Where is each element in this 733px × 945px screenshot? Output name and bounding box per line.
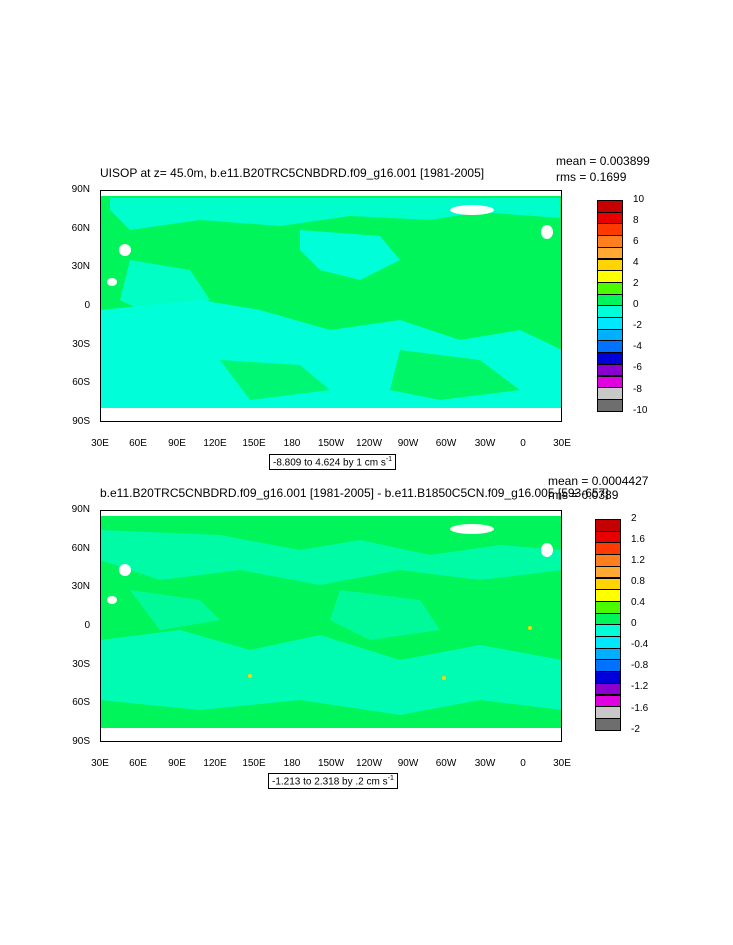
lat-label: 30N: [71, 581, 90, 592]
lon-label: 150W: [317, 438, 345, 449]
contour-info-box: -8.809 to 4.624 by 1 cm s-1: [269, 454, 397, 471]
colorbar-label: -6: [633, 362, 642, 374]
colorbar-label: -2: [631, 723, 640, 735]
rms-stat: rms = 0.0389: [548, 488, 619, 502]
map-frame: [100, 190, 562, 422]
lon-label: 60E: [129, 438, 147, 449]
lat-label: 30N: [71, 261, 90, 272]
lon-label: 90W: [397, 758, 419, 769]
colorbar-label: 4: [633, 257, 639, 269]
lon-label: 30E: [553, 758, 571, 769]
contour-info: -8.809 to 4.624 by 1 cm s: [273, 457, 386, 469]
colorbar-label: -1.2: [631, 681, 649, 693]
contour-info-box: -1.213 to 2.318 by .2 cm s-1: [268, 773, 398, 790]
lon-label: 30W: [474, 438, 496, 449]
colorbar-label: 1.6: [631, 534, 645, 546]
contour-info: -1.213 to 2.318 by .2 cm s: [272, 776, 388, 788]
lon-label: 120W: [355, 758, 383, 769]
rms-stat: rms = 0.1699: [556, 170, 627, 184]
colorbar-label: 10: [633, 194, 645, 205]
colorbar-label: -8: [633, 383, 642, 395]
colorbar-label: -0.8: [631, 660, 649, 672]
lat-label: 90S: [72, 416, 90, 427]
lon-label: 30E: [91, 758, 109, 769]
lon-label: 150W: [317, 758, 345, 769]
colorbar-swatch: [597, 398, 623, 412]
contour-info-unit: -1: [387, 775, 394, 782]
lat-label: 60N: [71, 543, 90, 554]
lon-label: 30W: [474, 758, 496, 769]
lon-label: 90W: [397, 438, 419, 449]
lat-label: 60N: [71, 223, 90, 234]
colorbar-swatch: [595, 717, 621, 731]
lat-label: 90S: [72, 736, 90, 747]
colorbar-label: 0: [631, 618, 637, 630]
lat-label: 0: [84, 300, 90, 311]
lat-label: 30S: [72, 659, 90, 670]
map-plot: [100, 510, 562, 742]
lat-label: 90N: [71, 184, 90, 195]
panel-title: b.e11.B20TRC5CNBDRD.f09_g16.001 [1981-20…: [100, 486, 609, 500]
lat-label: 30S: [72, 339, 90, 350]
lon-label: 60W: [435, 758, 457, 769]
lon-label: 120E: [203, 438, 227, 449]
colorbar-label: 1.2: [631, 555, 645, 567]
lon-label: 180: [283, 758, 301, 769]
panel-title: UISOP at z= 45.0m, b.e11.B20TRC5CNBDRD.f…: [100, 166, 485, 180]
lon-label: 120E: [203, 758, 227, 769]
lon-label: 180: [283, 438, 301, 449]
colorbar-label: 8: [633, 215, 639, 227]
colorbar-label: -0.4: [631, 639, 649, 651]
lon-label: 150E: [242, 758, 266, 769]
map-plot: [100, 190, 562, 422]
lon-label: 0: [520, 758, 526, 769]
colorbar-label: 2: [633, 278, 639, 290]
colorbar-label: -4: [633, 341, 642, 353]
colorbar-label: -10: [633, 404, 648, 416]
lon-label: 60W: [435, 438, 457, 449]
colorbar-label: 0.4: [631, 597, 645, 609]
colorbar-label: 0: [633, 299, 639, 311]
colorbar-label: -2: [633, 320, 642, 332]
map-frame: [100, 510, 562, 742]
lon-label: 120W: [355, 438, 383, 449]
lat-label: 90N: [71, 504, 90, 515]
lon-label: 90E: [168, 438, 186, 449]
lon-label: 60E: [129, 758, 147, 769]
mean-stat: mean = 0.0004427: [548, 474, 649, 488]
mean-stat: mean = 0.003899: [556, 154, 650, 168]
colorbar-label: 6: [633, 236, 639, 248]
colorbar-label: 2: [631, 513, 637, 524]
lon-label: 30E: [91, 438, 109, 449]
colorbar-label: 0.8: [631, 576, 645, 588]
lat-label: 0: [84, 620, 90, 631]
lat-label: 60S: [72, 697, 90, 708]
lon-label: 150E: [242, 438, 266, 449]
lat-label: 60S: [72, 377, 90, 388]
lon-label: 0: [520, 438, 526, 449]
colorbar-label: -1.6: [631, 702, 649, 714]
lon-label: 30E: [553, 438, 571, 449]
lon-label: 90E: [168, 758, 186, 769]
contour-info-unit: -1: [385, 456, 393, 463]
